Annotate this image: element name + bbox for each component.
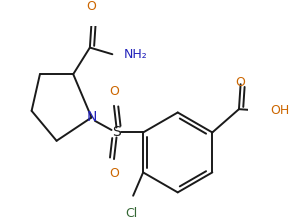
Text: S: S [112,125,121,139]
Text: O: O [87,0,96,14]
Text: O: O [236,76,246,89]
Text: N: N [86,111,97,125]
Text: NH₂: NH₂ [124,48,148,61]
Text: OH: OH [271,104,290,117]
Text: Cl: Cl [125,207,138,220]
Text: O: O [109,85,119,97]
Text: O: O [109,167,119,180]
